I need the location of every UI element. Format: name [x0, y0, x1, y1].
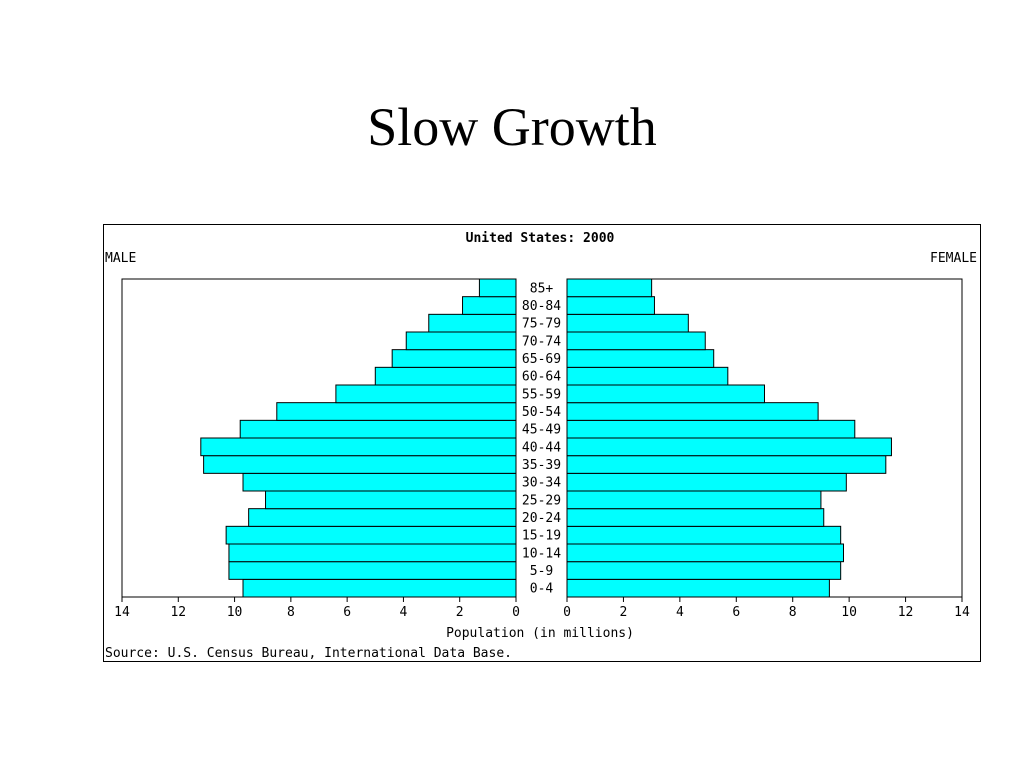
female-bar-10-14	[566, 543, 844, 563]
female-bar-85+	[566, 278, 653, 298]
male-bar-70-74	[405, 331, 517, 351]
female-bar-30-34	[566, 472, 847, 492]
age-group-label: 70-74	[522, 334, 561, 349]
male-bar-20-24	[248, 508, 517, 527]
male-bar-40-44	[200, 437, 517, 457]
age-group-label: 55-59	[522, 387, 561, 402]
male-bar-60-64	[374, 366, 517, 386]
male-bar-25-29	[265, 490, 517, 510]
male-bar-85+	[478, 278, 517, 298]
male-bar-75-79	[428, 313, 517, 333]
age-group-label: 85+	[530, 281, 554, 296]
female-bar-40-44	[566, 437, 892, 457]
chart-svg: United States: 2000 MALE FEMALE 0-4 5-9 10…	[105, 231, 977, 661]
female-bar-80-84	[566, 296, 655, 315]
age-group-label: 10-14	[522, 546, 561, 561]
male-x-tick-label: 4	[400, 605, 408, 620]
male-bar-55-59	[335, 384, 517, 404]
age-group-label: 0-4	[530, 582, 554, 597]
ticks-layer: 0 0 2 2 4 4 6 6 8 8 10 10 12 12 14 14	[114, 597, 970, 620]
male-bar-30-34	[242, 472, 517, 492]
age-group-label: 80-84	[522, 299, 561, 314]
female-bar-5-9	[566, 561, 842, 580]
male-bar-80-84	[462, 296, 517, 315]
age-group-label: 60-64	[522, 370, 561, 385]
chart-title: United States: 2000	[466, 231, 615, 246]
male-bar-50-54	[276, 402, 517, 421]
male-bar-5-9	[228, 561, 517, 580]
female-x-tick-label: 12	[898, 605, 914, 620]
male-x-tick-label: 6	[343, 605, 351, 620]
female-bar-45-49	[566, 419, 856, 439]
female-bar-65-69	[566, 349, 715, 368]
female-bar-25-29	[566, 490, 822, 510]
female-x-tick-label: 4	[676, 605, 684, 620]
female-bar-55-59	[566, 384, 765, 404]
female-x-tick-label: 2	[620, 605, 628, 620]
female-bar-50-54	[566, 402, 819, 421]
female-bar-60-64	[566, 366, 729, 386]
age-group-label: 50-54	[522, 405, 561, 420]
source-note: Source: U.S. Census Bureau, Internationa…	[105, 646, 512, 661]
female-label: FEMALE	[930, 251, 977, 266]
age-group-label: 65-69	[522, 352, 561, 367]
female-x-tick-label: 10	[841, 605, 857, 620]
female-x-tick-label: 14	[954, 605, 970, 620]
slide-title: Slow Growth	[367, 97, 657, 157]
male-x-tick-label: 2	[456, 605, 464, 620]
male-x-tick-label: 12	[170, 605, 186, 620]
male-x-tick-label: 8	[287, 605, 295, 620]
x-axis-label: Population (in millions)	[446, 626, 634, 641]
population-pyramid-chart: United States: 2000 MALE FEMALE 0-4 5-9 10…	[103, 224, 981, 662]
age-group-label: 75-79	[522, 317, 561, 332]
female-x-tick-label: 0	[563, 605, 571, 620]
male-bar-15-19	[225, 525, 517, 545]
male-bar-45-49	[239, 419, 517, 439]
male-x-tick-label: 14	[114, 605, 130, 620]
female-bar-75-79	[566, 313, 689, 333]
age-group-label: 5-9	[530, 564, 553, 579]
age-group-label: 15-19	[522, 529, 561, 544]
female-bar-0-4	[566, 578, 830, 598]
female-bar-70-74	[566, 331, 706, 351]
female-bar-15-19	[566, 525, 842, 545]
male-bar-10-14	[228, 543, 517, 563]
age-group-label: 35-39	[522, 458, 561, 473]
age-group-label: 25-29	[522, 493, 561, 508]
female-x-tick-label: 8	[789, 605, 797, 620]
male-label: MALE	[105, 251, 136, 266]
female-x-tick-label: 6	[732, 605, 740, 620]
male-x-tick-label: 0	[512, 605, 520, 620]
female-bar-20-24	[566, 508, 825, 527]
male-bar-35-39	[203, 455, 517, 474]
male-x-tick-label: 10	[227, 605, 243, 620]
age-group-label: 45-49	[522, 423, 561, 438]
female-bar-35-39	[566, 455, 887, 474]
age-group-label: 30-34	[522, 476, 561, 491]
male-bar-0-4	[242, 578, 517, 598]
age-group-label: 20-24	[522, 511, 561, 526]
age-labels-layer: 0-4 5-9 10-14 15-19 20-24 25-29 30-34 35-39 40-4…	[522, 281, 561, 596]
male-bar-65-69	[391, 349, 517, 368]
age-group-label: 40-44	[522, 440, 561, 455]
bars-layer	[200, 278, 892, 598]
